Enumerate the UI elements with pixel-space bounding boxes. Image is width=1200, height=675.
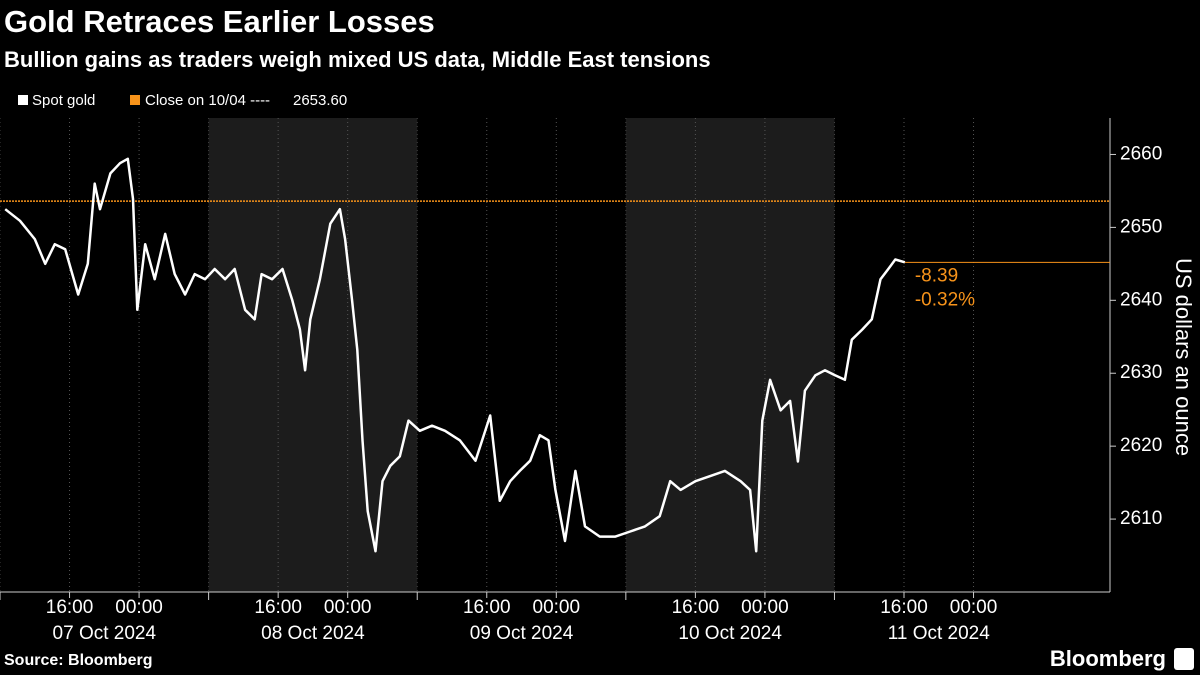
legend-value: 2653.60: [293, 92, 347, 109]
day-band: [208, 118, 418, 592]
x-tick-label: 16:00: [672, 597, 720, 618]
change-pct-label: -0.32%: [915, 289, 975, 310]
x-tick-label: 00:00: [741, 597, 789, 618]
y-tick-label: 2640: [1120, 289, 1162, 310]
x-tick-label: 16:00: [46, 597, 94, 618]
x-tick-label: 00:00: [950, 597, 998, 618]
x-tick-label: 00:00: [324, 597, 372, 618]
legend-swatch: [130, 95, 140, 105]
price-line: [4, 157, 906, 553]
y-tick-label: 2630: [1120, 362, 1162, 383]
y-tick-label: 2620: [1120, 435, 1162, 456]
x-tick-label: 16:00: [254, 597, 302, 618]
source: Source: Bloomberg: [4, 652, 152, 669]
chart-subtitle: Bullion gains as traders weigh mixed US …: [4, 47, 711, 72]
legend-label: Spot gold: [32, 92, 95, 109]
y-tick-label: 2610: [1120, 508, 1162, 529]
legend-swatch: [18, 95, 28, 105]
chart-title: Gold Retraces Earlier Losses: [4, 4, 435, 39]
y-tick-label: 2660: [1120, 143, 1162, 164]
plot: 07 Oct 2024 08 Oct 2024 09 Oct 2024 10 Oct …: [0, 118, 1162, 644]
brand-icon: [1174, 648, 1194, 670]
x-tick-label: 00:00: [533, 597, 581, 618]
y-axis-label: US dollars an ounce: [1171, 258, 1196, 456]
y-tick-label: 2650: [1120, 216, 1162, 237]
x-day-label: 10 Oct 2024: [678, 623, 782, 644]
x-day-label: 09 Oct 2024: [470, 623, 574, 644]
legend-label: Close on 10/04 ----: [145, 92, 270, 109]
x-tick-label: 16:00: [880, 597, 928, 618]
x-day-label: 11 Oct 2024: [888, 623, 991, 644]
change-label: -8.39: [915, 265, 958, 286]
x-day-label: 07 Oct 2024: [53, 623, 157, 644]
x-tick-label: 16:00: [463, 597, 511, 618]
x-day-label: 08 Oct 2024: [261, 623, 365, 644]
day-band: [625, 118, 835, 592]
brand: Bloomberg: [1050, 646, 1166, 671]
x-tick-label: 00:00: [115, 597, 163, 618]
